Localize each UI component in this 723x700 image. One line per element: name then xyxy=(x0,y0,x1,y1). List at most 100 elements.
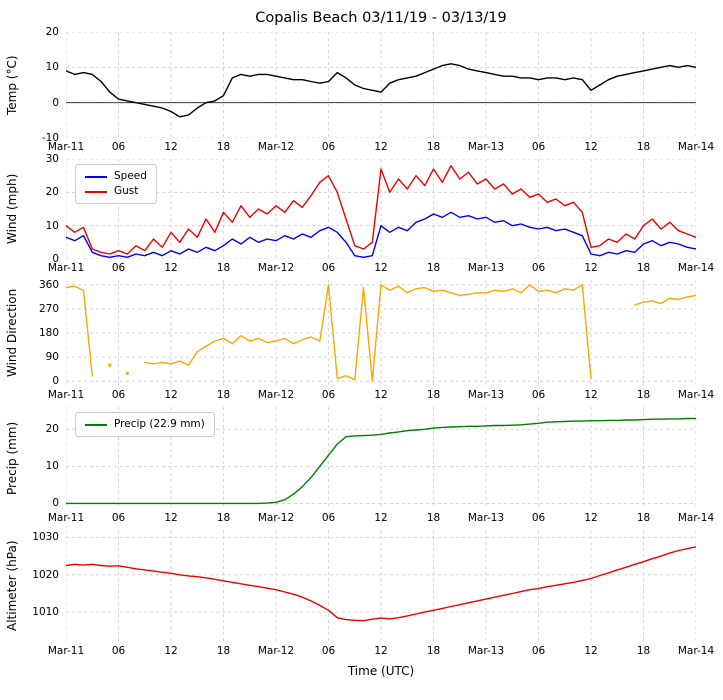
y-tick-label: -10 xyxy=(41,132,59,144)
x-tick-label: Mar-13 xyxy=(467,512,505,524)
x-tick-label: Mar-13 xyxy=(467,141,505,153)
temp-plot-area xyxy=(66,32,696,138)
wind-y-ticks: 0 10 20 30 xyxy=(20,153,66,265)
x-tick-label: 18 xyxy=(216,512,231,524)
precip-x-ticks: Mar-11 06 12 18 Mar-12 06 12 18 Mar-13 06 12 18 Mar-… xyxy=(48,509,714,530)
x-tick-label: 12 xyxy=(374,645,388,657)
temp-chart-canvas xyxy=(66,32,696,138)
x-tick-label: 12 xyxy=(584,262,598,274)
wind-direction-chart-canvas xyxy=(66,280,696,386)
x-tick-label: 06 xyxy=(111,141,126,153)
y-tick-label: 1010 xyxy=(32,606,59,619)
y-tick-label: 10 xyxy=(45,219,59,232)
x-tick-label: Mar-12 xyxy=(257,512,295,524)
precip-plot-area: Precip (22.9 mm) xyxy=(66,407,696,509)
wind-legend-gust-entry: Gust xyxy=(85,184,147,199)
altimeter-x-ticks: Mar-11 06 12 18 Mar-12 06 12 18 Mar-13 06 12 18 Mar-… xyxy=(48,642,714,663)
x-tick-label: 18 xyxy=(426,262,441,274)
y-tick-label: 20 xyxy=(45,423,59,436)
x-tick-label: 06 xyxy=(531,645,546,657)
x-tick-label: Mar-12 xyxy=(257,389,295,401)
x-tick-label: Mar-11 xyxy=(47,141,85,153)
wind-y-axis-label: Wind (mph) xyxy=(5,173,19,245)
x-tick-label: Mar-14 xyxy=(677,512,715,524)
y-tick-label: 270 xyxy=(38,302,59,315)
temp-x-ticks: Mar-11 06 12 18 Mar-12 06 12 18 Mar-13 06 12 18 Mar-… xyxy=(48,138,714,159)
wind-chart-canvas xyxy=(66,159,696,259)
x-tick-label: 12 xyxy=(584,512,598,524)
x-tick-label: Mar-11 xyxy=(47,512,85,524)
altimeter-y-ticks: 1010 1020 1030 xyxy=(20,530,66,642)
wind-direction-y-axis-label: Wind Direction xyxy=(5,288,19,378)
x-tick-label: 06 xyxy=(531,512,546,524)
x-axis-label: Time (UTC) xyxy=(347,664,415,678)
x-tick-label: 18 xyxy=(216,141,231,153)
wind-direction-x-ticks: Mar-11 06 12 18 Mar-12 06 12 18 Mar-13 06 12 18 Mar-… xyxy=(48,386,714,407)
y-tick-label: 30 xyxy=(45,153,59,165)
wind-legend-speed-entry: Speed xyxy=(85,169,147,184)
x-tick-label: 18 xyxy=(426,645,441,657)
x-tick-label: 06 xyxy=(321,389,336,401)
y-tick-label: 1020 xyxy=(32,568,59,581)
y-tick-label: 180 xyxy=(38,327,59,339)
x-tick-label: 12 xyxy=(374,389,388,401)
x-tick-label: Mar-13 xyxy=(467,262,505,274)
x-tick-label: Mar-14 xyxy=(677,645,715,657)
temp-y-ticks: -10 0 10 20 xyxy=(20,26,66,144)
precip-legend: Precip (22.9 mm) xyxy=(75,412,215,437)
x-tick-label: 12 xyxy=(584,389,598,401)
temp-y-axis-label: Temp (°C) xyxy=(5,55,19,115)
x-tick-label: 06 xyxy=(321,262,336,274)
gust-legend-label: Gust xyxy=(114,185,139,197)
x-tick-label: Mar-11 xyxy=(47,262,85,274)
y-tick-label: 0 xyxy=(52,253,59,265)
temp-panel: Temp (°C) -10 0 10 20 Mar-11 06 12 18 Mar-12 06 1… xyxy=(4,26,723,159)
y-tick-label: 20 xyxy=(45,26,59,38)
x-tick-label: 06 xyxy=(111,645,126,657)
x-tick-label: Mar-11 xyxy=(47,389,85,401)
x-tick-label: 18 xyxy=(216,262,231,274)
x-tick-label: 12 xyxy=(164,141,178,153)
altimeter-panel: Altimeter (hPa) 1010 1020 1030 Mar-11 06 12 1… xyxy=(4,530,723,663)
y-tick-label: 10 xyxy=(45,61,59,74)
x-tick-label: Mar-14 xyxy=(677,141,715,153)
x-tick-label: 06 xyxy=(321,645,336,657)
x-tick-label: 06 xyxy=(321,141,336,153)
precip-line-swatch xyxy=(85,423,107,426)
x-tick-label: Mar-13 xyxy=(467,389,505,401)
y-tick-label: 0 xyxy=(52,96,59,109)
x-tick-label: 18 xyxy=(636,389,651,401)
x-tick-label: 18 xyxy=(636,262,651,274)
x-tick-label: 06 xyxy=(111,389,126,401)
altimeter-plot-area xyxy=(66,530,696,642)
x-tick-label: 18 xyxy=(426,389,441,401)
weather-figure: Copalis Beach 03/11/19 - 03/13/19 Temp (… xyxy=(4,10,723,678)
wind-panel: Wind (mph) 0 10 20 30 Speed Gust Mar-11 06 12… xyxy=(4,153,723,280)
x-tick-label: 12 xyxy=(164,262,178,274)
y-tick-label: 90 xyxy=(45,351,59,364)
altimeter-y-axis-label: Altimeter (hPa) xyxy=(5,540,19,632)
y-tick-label: 20 xyxy=(45,186,59,199)
x-tick-label: 18 xyxy=(216,645,231,657)
x-tick-label: Mar-12 xyxy=(257,141,295,153)
x-tick-label: 06 xyxy=(111,512,126,524)
x-tick-label: 06 xyxy=(111,262,126,274)
x-tick-label: 18 xyxy=(426,512,441,524)
x-tick-label: Mar-11 xyxy=(47,645,85,657)
wind-direction-y-ticks: 0 90 180 270 360 xyxy=(20,279,66,388)
altimeter-chart-canvas xyxy=(66,530,696,642)
x-tick-label: 06 xyxy=(531,389,546,401)
precip-y-axis-label: Precip (mm) xyxy=(5,421,19,495)
y-tick-label: 0 xyxy=(52,497,59,510)
x-tick-label: 12 xyxy=(374,512,388,524)
figure-title: Copalis Beach 03/11/19 - 03/13/19 xyxy=(255,10,507,26)
x-tick-label: 18 xyxy=(216,389,231,401)
speed-line-swatch xyxy=(85,175,107,178)
x-tick-label: Mar-13 xyxy=(467,645,505,657)
precip-legend-label: Precip (22.9 mm) xyxy=(114,418,205,430)
x-tick-label: 12 xyxy=(164,512,178,524)
x-tick-label: Mar-12 xyxy=(257,262,295,274)
y-tick-label: 0 xyxy=(52,375,59,388)
gust-line-swatch xyxy=(85,190,107,193)
y-tick-label: 1030 xyxy=(32,531,59,544)
